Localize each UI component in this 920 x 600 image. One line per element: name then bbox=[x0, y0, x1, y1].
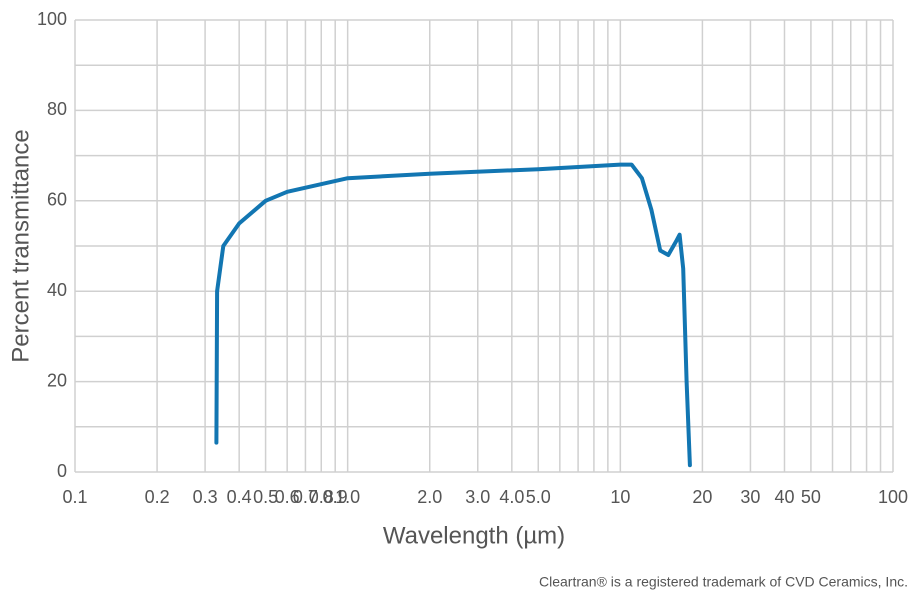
x-tick-label: 100 bbox=[878, 487, 908, 507]
x-tick-label: 20 bbox=[692, 487, 712, 507]
x-tick-label: 4.0 bbox=[499, 487, 524, 507]
x-tick-label: 30 bbox=[740, 487, 760, 507]
x-tick-label: 0.1 bbox=[62, 487, 87, 507]
x-tick-label: 40 bbox=[774, 487, 794, 507]
x-tick-label: 50 bbox=[801, 487, 821, 507]
y-axis-title: Percent transmittance bbox=[7, 129, 34, 362]
x-tick-label: 3.0 bbox=[465, 487, 490, 507]
x-tick-label: 0.6 bbox=[275, 487, 300, 507]
y-tick-label: 60 bbox=[47, 190, 67, 210]
y-tick-label: 20 bbox=[47, 370, 67, 390]
y-tick-label: 100 bbox=[37, 9, 67, 29]
x-tick-label: 5.0 bbox=[526, 487, 551, 507]
x-axis-title: Wavelength (µm) bbox=[383, 522, 565, 549]
footnote: Cleartran® is a registered trademark of … bbox=[539, 574, 908, 590]
y-tick-label: 40 bbox=[47, 280, 67, 300]
y-tick-label: 0 bbox=[57, 461, 67, 481]
x-tick-label: 2.0 bbox=[417, 487, 442, 507]
data-line bbox=[214, 162, 692, 468]
x-tick-label: 0.3 bbox=[193, 487, 218, 507]
y-tick-label: 80 bbox=[47, 99, 67, 119]
x-tick-label: 0.5 bbox=[253, 487, 278, 507]
x-tick-label: 0.8 bbox=[309, 487, 334, 507]
x-tick-label: 10 bbox=[610, 487, 630, 507]
x-tick-label: 0.7 bbox=[293, 487, 318, 507]
x-tick-label: 0.2 bbox=[145, 487, 170, 507]
x-tick-label: 1.0 bbox=[335, 487, 360, 507]
x-tick-label: 0.4 bbox=[227, 487, 252, 507]
x-tick-label: 0.9 bbox=[323, 487, 348, 507]
